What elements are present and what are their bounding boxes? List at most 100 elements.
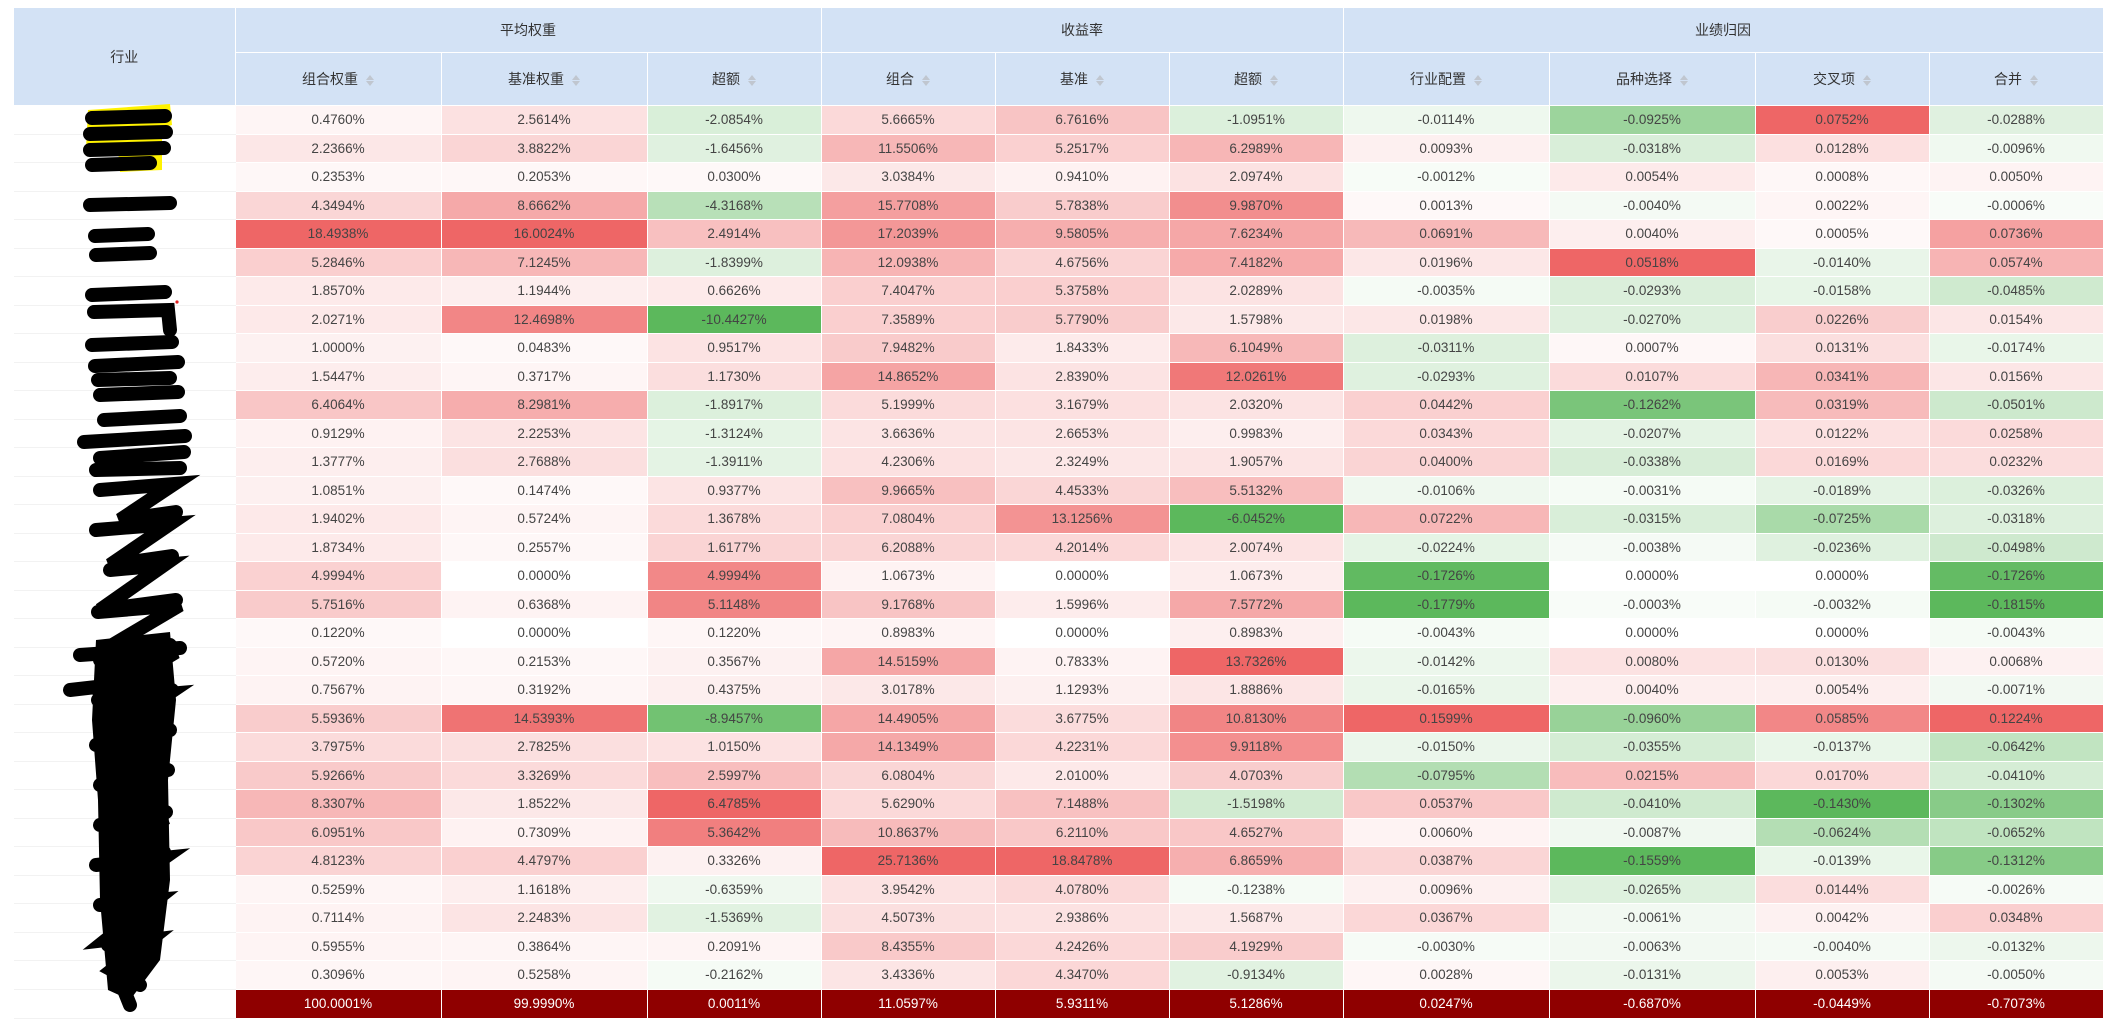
- column-header[interactable]: 超额: [1169, 52, 1344, 106]
- column-header[interactable]: 基准: [995, 52, 1170, 106]
- table-cell: 8.3307%: [235, 789, 442, 819]
- table-row: 0.7567% 0.3192% 0.4375% 3.0178% 1.1293% 1.888…: [14, 675, 2104, 705]
- table-cell: -0.1302%: [1929, 789, 2104, 819]
- table-cell: -0.1815%: [1929, 590, 2104, 619]
- table-cell: 14.1349%: [821, 732, 996, 762]
- industry-cell: [14, 419, 236, 448]
- table-cell: -0.0174%: [1929, 333, 2104, 363]
- table-cell: 12.4698%: [441, 305, 648, 334]
- table-cell: 0.0107%: [1549, 362, 1756, 391]
- table-cell: 8.2981%: [441, 390, 648, 420]
- table-cell: 0.1599%: [1343, 704, 1550, 733]
- table-row: 5.5936% 14.5393% -8.9457% 14.4905% 3.6775% 10…: [14, 704, 2104, 733]
- table-cell: 0.0518%: [1549, 248, 1756, 277]
- total-cell: 0.0247%: [1343, 989, 1550, 1019]
- table-cell: 0.0537%: [1343, 789, 1550, 819]
- table-cell: -0.0030%: [1343, 932, 1550, 961]
- table-cell: -0.0106%: [1343, 476, 1550, 505]
- table-cell: 2.7688%: [441, 447, 648, 477]
- table-row: 0.4760% 2.5614% -2.0854% 5.6665% 6.7616% -1.0…: [14, 105, 2104, 135]
- table-cell: 0.0054%: [1549, 162, 1756, 192]
- sort-icon[interactable]: [2030, 74, 2039, 87]
- sort-icon[interactable]: [1474, 74, 1483, 87]
- table-cell: 0.0000%: [995, 618, 1170, 648]
- table-cell: -0.0311%: [1343, 333, 1550, 363]
- table-cell: 0.1220%: [235, 618, 442, 648]
- column-header-label: 组合: [886, 71, 914, 87]
- column-header[interactable]: 基准权重: [441, 52, 648, 106]
- table-cell: 5.3642%: [647, 818, 822, 847]
- table-cell: -1.0951%: [1169, 105, 1344, 135]
- column-header-label: 超额: [1234, 71, 1262, 87]
- column-header[interactable]: 组合: [821, 52, 996, 106]
- table-cell: 0.0000%: [1549, 618, 1756, 648]
- table-cell: 0.0128%: [1755, 134, 1930, 163]
- sort-icon[interactable]: [1270, 74, 1278, 87]
- table-cell: -0.1238%: [1169, 875, 1344, 904]
- table-cell: 2.6653%: [995, 419, 1170, 448]
- column-header[interactable]: 行业配置: [1343, 52, 1550, 106]
- column-header-label: 超额: [712, 71, 740, 87]
- sort-icon[interactable]: [572, 74, 580, 87]
- column-header[interactable]: 超额: [647, 52, 822, 106]
- sort-icon[interactable]: [1680, 74, 1689, 87]
- table-cell: -0.0132%: [1929, 932, 2104, 961]
- table-row: 5.7516% 0.6368% 5.1148% 9.1768% 1.5996% 7.577…: [14, 590, 2104, 619]
- table-cell: -0.0087%: [1549, 818, 1756, 847]
- industry-cell: [14, 134, 236, 163]
- industry-cell: [14, 989, 236, 1019]
- column-header[interactable]: 品种选择: [1549, 52, 1756, 106]
- industry-cell: [14, 846, 236, 876]
- table-cell: 3.3269%: [441, 761, 648, 790]
- table-cell: 0.0442%: [1343, 390, 1550, 420]
- industry-cell: [14, 191, 236, 220]
- table-cell: 0.1220%: [647, 618, 822, 648]
- sort-icon[interactable]: [1096, 74, 1104, 87]
- table-cell: -0.1312%: [1929, 846, 2104, 876]
- sort-icon[interactable]: [748, 74, 756, 87]
- table-cell: -0.0288%: [1929, 105, 2104, 135]
- total-cell: 0.0011%: [647, 989, 822, 1019]
- table-cell: 1.1944%: [441, 276, 648, 306]
- table-cell: 0.5724%: [441, 504, 648, 534]
- table-cell: -0.0795%: [1343, 761, 1550, 790]
- sort-icon[interactable]: [1863, 74, 1872, 87]
- sort-icon[interactable]: [922, 74, 930, 87]
- table-cell: -0.0236%: [1755, 533, 1930, 562]
- column-header[interactable]: 组合权重: [235, 52, 442, 106]
- table-cell: 4.9994%: [235, 561, 442, 591]
- table-row: 0.7114% 2.2483% -1.5369% 4.5073% 2.9386% 1.56…: [14, 903, 2104, 933]
- table-cell: 0.2353%: [235, 162, 442, 192]
- table-cell: 1.1730%: [647, 362, 822, 391]
- table-cell: 0.5258%: [441, 960, 648, 990]
- table-cell: 4.4797%: [441, 846, 648, 876]
- table-cell: -0.1430%: [1755, 789, 1930, 819]
- table-cell: 2.8390%: [995, 362, 1170, 391]
- table-cell: 0.0040%: [1549, 675, 1756, 705]
- table-cell: 5.5132%: [1169, 476, 1344, 505]
- column-header[interactable]: 合并: [1929, 52, 2104, 106]
- table-cell: 1.3777%: [235, 447, 442, 477]
- table-cell: 0.7309%: [441, 818, 648, 847]
- table-cell: 0.4760%: [235, 105, 442, 135]
- industry-cell: [14, 647, 236, 676]
- column-header[interactable]: 交叉项: [1755, 52, 1930, 106]
- table-cell: 15.7708%: [821, 191, 996, 220]
- table-cell: 0.0170%: [1755, 761, 1930, 790]
- table-cell: 0.1224%: [1929, 704, 2104, 733]
- table-cell: 0.0483%: [441, 333, 648, 363]
- table-cell: -0.0189%: [1755, 476, 1930, 505]
- table-cell: 1.0000%: [235, 333, 442, 363]
- industry-cell: [14, 390, 236, 420]
- table-cell: 3.6636%: [821, 419, 996, 448]
- sort-icon[interactable]: [366, 74, 374, 87]
- table-cell: 6.2088%: [821, 533, 996, 562]
- table-cell: 0.0042%: [1755, 903, 1930, 933]
- table-cell: 4.6527%: [1169, 818, 1344, 847]
- table-cell: 7.4182%: [1169, 248, 1344, 277]
- table-cell: -0.0142%: [1343, 647, 1550, 676]
- table-cell: -0.1262%: [1549, 390, 1756, 420]
- table-cell: 0.9377%: [647, 476, 822, 505]
- table-cell: 0.0367%: [1343, 903, 1550, 933]
- table-cell: 0.5259%: [235, 875, 442, 904]
